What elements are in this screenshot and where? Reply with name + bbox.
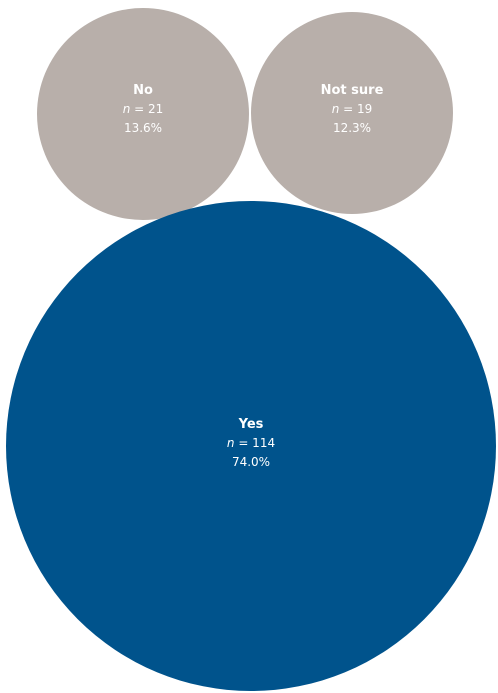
bubble-n-symbol: n [123,102,131,116]
bubble-n-symbol: n [227,436,235,450]
bubble-n-value: = 21 [130,102,163,116]
bubble-name-label-no: No [133,83,153,98]
bubble-percent-label-no: 13.6% [124,121,162,135]
bubble-n-label-not-sure: n = 19 [332,102,373,116]
bubble-circle-yes [6,201,496,691]
bubble-n-label-yes: n = 114 [227,436,275,450]
bubble-name-label-yes: Yes [238,417,264,432]
bubble-circle-no [37,8,249,220]
bubble-name-label-not-sure: Not sure [321,83,384,98]
bubble-n-value: = 114 [235,436,276,450]
bubble-percent-label-yes: 74.0% [232,455,270,469]
bubble-not-sure: Not sure n = 19 12.3% [251,12,453,214]
bubble-n-label-no: n = 21 [123,102,164,116]
bubble-n-symbol: n [332,102,340,116]
bubble-circle-not-sure [251,12,453,214]
bubble-n-value: = 19 [339,102,372,116]
bubble-percent-label-not-sure: 12.3% [333,121,371,135]
